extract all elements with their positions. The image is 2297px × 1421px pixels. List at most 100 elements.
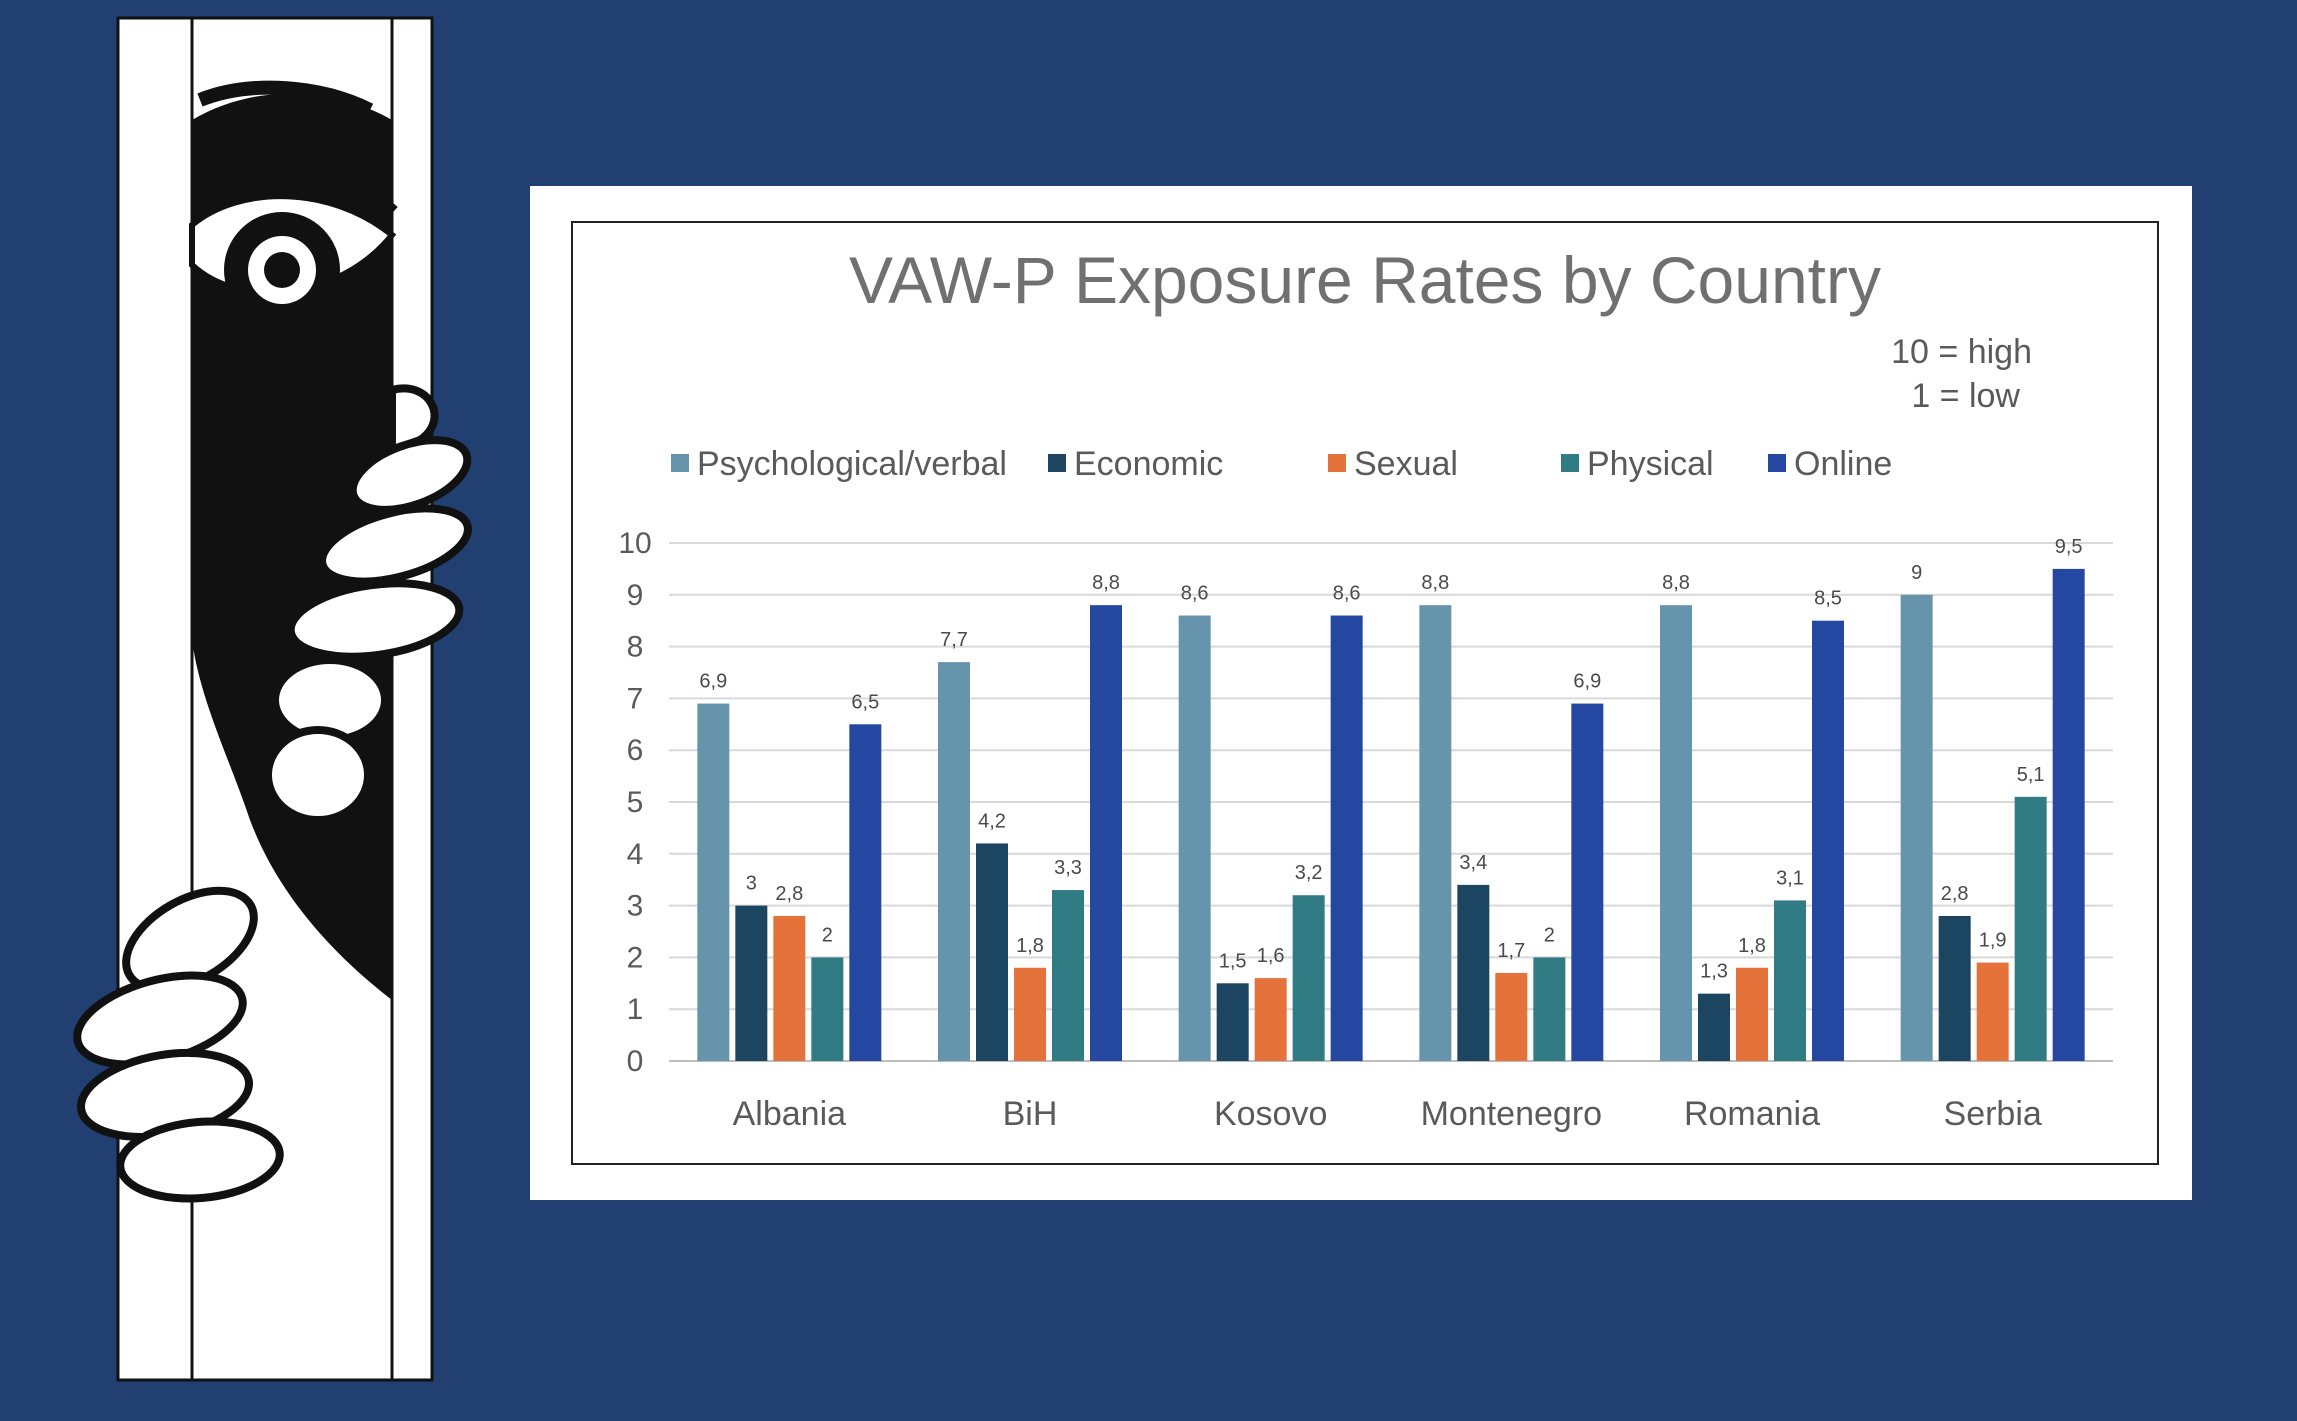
bar (1419, 605, 1452, 1061)
bar (1736, 967, 1768, 1061)
legend-swatch (1768, 454, 1786, 472)
data-label: 3 (746, 873, 757, 895)
data-label: 1,5 (1219, 950, 1247, 972)
y-tick-label: 5 (627, 786, 644, 819)
bar (1976, 962, 2009, 1061)
x-category-label: BiH (1003, 1095, 1058, 1133)
chart-frame: VAW-P Exposure Rates by Country 10 = hig… (571, 221, 2159, 1165)
door-outline (116, 16, 434, 1382)
bar (1533, 957, 1566, 1061)
data-label: 8,8 (1662, 572, 1690, 594)
lower-hand-icon (73, 886, 284, 1203)
bar (1571, 703, 1604, 1061)
data-label: 8,5 (1814, 588, 1842, 610)
bar (2014, 796, 2047, 1061)
y-tick-label: 7 (627, 682, 644, 715)
data-label: 4,2 (978, 810, 1006, 832)
x-category-label: Albania (733, 1095, 847, 1133)
gridlines (669, 542, 2113, 1062)
data-label: 6,9 (699, 671, 727, 693)
bar (1216, 983, 1249, 1061)
data-label: 9 (1911, 562, 1922, 584)
data-label: 6,9 (1573, 671, 1601, 693)
data-label: 3,2 (1295, 862, 1323, 884)
data-label: 2,8 (775, 883, 803, 905)
legend-swatch (671, 454, 689, 472)
eye-icon (189, 80, 398, 328)
peeking-figure-illustration (73, 16, 472, 1382)
legend-label: Psychological/verbal (697, 445, 1007, 483)
bar (1774, 900, 1806, 1061)
bar (1812, 620, 1844, 1061)
x-category-label: Montenegro (1421, 1095, 1602, 1133)
chart-title: VAW-P Exposure Rates by Country (849, 243, 1881, 317)
legend-label: Physical (1587, 445, 1714, 483)
data-label: 9,5 (2055, 536, 2083, 558)
data-label: 8,8 (1092, 572, 1120, 594)
bar (773, 915, 806, 1061)
bar (1292, 895, 1325, 1061)
bar (811, 957, 844, 1061)
data-label: 8,8 (1421, 572, 1449, 594)
bar (1330, 615, 1363, 1061)
bar (1090, 605, 1122, 1061)
y-tick-label: 8 (627, 631, 644, 664)
legend-label: Online (1794, 445, 1892, 483)
data-label: 1,7 (1497, 940, 1525, 962)
x-category-label: Romania (1684, 1095, 1820, 1133)
legend-swatch (1561, 454, 1579, 472)
bar (976, 843, 1008, 1061)
upper-hand-icon (264, 384, 472, 824)
data-label: 6,5 (851, 691, 879, 713)
data-label: 1,8 (1738, 935, 1766, 957)
legend-swatch (1328, 454, 1346, 472)
bar (1254, 978, 1287, 1061)
data-label: 2 (1544, 924, 1555, 946)
data-label: 1,3 (1700, 961, 1728, 983)
x-category-label: Serbia (1944, 1095, 2042, 1133)
data-label: 2,8 (1941, 883, 1969, 905)
y-tick-label: 6 (627, 734, 644, 767)
bar (1900, 594, 1933, 1061)
bar (697, 703, 730, 1061)
y-axis-ticks: 0 1 2 3 4 5 6 7 8 9 10 (618, 527, 651, 1078)
bar (849, 724, 882, 1061)
data-label: 8,6 (1181, 583, 1209, 605)
chart-legend: Psychological/verbal Economic Sexual Physic… (671, 445, 1892, 483)
scale-note-low: 1 = low (1911, 377, 2020, 415)
legend-swatch (1048, 454, 1066, 472)
bar (1698, 993, 1730, 1061)
data-label: 7,7 (940, 629, 968, 651)
y-tick-label: 9 (627, 579, 644, 612)
scale-note-high: 10 = high (1891, 333, 2032, 371)
y-tick-label: 4 (627, 838, 644, 871)
y-tick-label: 1 (627, 993, 644, 1026)
data-label: 3,1 (1776, 867, 1804, 889)
data-label: 3,4 (1459, 852, 1487, 874)
x-category-label: Kosovo (1214, 1095, 1327, 1133)
y-tick-label: 0 (627, 1045, 644, 1078)
data-label: 1,8 (1016, 935, 1044, 957)
data-label: 5,1 (2017, 764, 2045, 786)
bar (938, 662, 970, 1061)
data-label: 3,3 (1054, 857, 1082, 879)
legend-label: Sexual (1354, 445, 1458, 483)
data-label: 1,6 (1257, 945, 1285, 967)
bar (1052, 890, 1084, 1061)
bar (1457, 884, 1490, 1061)
bar (1660, 605, 1692, 1061)
bar (1178, 615, 1211, 1061)
y-tick-label: 2 (627, 941, 644, 974)
bar-chart: VAW-P Exposure Rates by Country 10 = hig… (618, 243, 2113, 1133)
data-label: 2 (822, 924, 833, 946)
data-label: 8,6 (1333, 583, 1361, 605)
bars: 6,9 3 2,8 2 6,5 7,7 4,2 1,8 3,3 8,8 8,6 1,5 1,6 3,2 8,… (697, 536, 2085, 1061)
legend-label: Economic (1074, 445, 1223, 483)
bar (1014, 967, 1046, 1061)
y-tick-label: 10 (618, 527, 651, 560)
data-label: 1,9 (1979, 930, 2007, 952)
x-axis-categories: Albania BiH Kosovo Montenegro Romania Serbia (733, 1095, 2042, 1133)
bar (2052, 568, 2085, 1061)
bar (1938, 915, 1971, 1061)
chart-card: VAW-P Exposure Rates by Country 10 = hig… (530, 186, 2192, 1200)
